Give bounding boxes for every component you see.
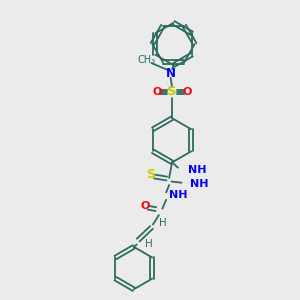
Text: S: S: [167, 85, 177, 98]
Text: NH: NH: [169, 190, 188, 200]
Text: N: N: [166, 67, 176, 80]
Text: H: H: [159, 218, 167, 228]
Text: O: O: [183, 87, 192, 97]
Text: H: H: [145, 239, 153, 249]
Text: NH: NH: [190, 179, 209, 189]
Text: CH₃: CH₃: [138, 55, 156, 65]
Text: O: O: [152, 87, 161, 97]
Text: O: O: [140, 201, 149, 211]
Text: NH: NH: [188, 165, 207, 175]
Text: S: S: [146, 168, 155, 181]
